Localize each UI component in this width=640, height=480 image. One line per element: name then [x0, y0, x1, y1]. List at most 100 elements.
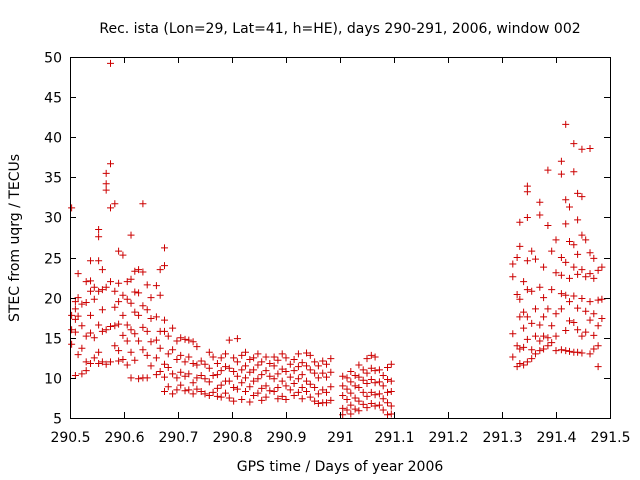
data-point: [238, 351, 246, 359]
data-point: [119, 331, 127, 339]
data-point: [294, 350, 302, 358]
data-point: [127, 348, 135, 356]
data-point: [115, 298, 123, 306]
data-point: [127, 326, 135, 334]
data-point: [536, 211, 544, 219]
data-point: [209, 371, 217, 379]
data-point: [131, 288, 139, 296]
data-point: [169, 390, 177, 398]
data-point: [520, 361, 528, 369]
data-point: [242, 388, 249, 396]
data-point: [222, 350, 230, 358]
data-point: [578, 193, 586, 201]
data-point: [531, 350, 539, 358]
data-point: [531, 255, 539, 263]
data-point: [111, 322, 119, 330]
data-point: [339, 392, 347, 400]
data-point: [74, 351, 82, 359]
data-point: [540, 313, 548, 321]
data-point: [139, 268, 147, 276]
data-point: [294, 363, 302, 371]
x-tick-label: 290.9: [266, 430, 306, 446]
data-point: [278, 350, 286, 358]
data-point: [544, 342, 552, 350]
data-point: [119, 311, 127, 319]
data-point: [323, 388, 330, 396]
data-point: [131, 356, 139, 364]
data-point: [379, 395, 387, 403]
data-point: [367, 364, 375, 372]
data-point: [102, 180, 110, 188]
data-point: [319, 369, 327, 377]
data-point: [314, 400, 322, 408]
data-point: [586, 316, 594, 324]
data-point: [562, 196, 570, 204]
y-axis-label: STEC from uqrg / TECUs: [7, 154, 23, 322]
data-point: [270, 362, 278, 370]
data-point: [544, 166, 552, 174]
data-point: [139, 323, 147, 331]
data-point: [111, 287, 119, 295]
data-point: [238, 396, 246, 404]
data-point: [552, 269, 560, 277]
data-point: [177, 334, 185, 342]
data-point: [509, 353, 517, 361]
data-point: [363, 404, 371, 412]
data-point: [225, 364, 233, 372]
data-point: [147, 338, 155, 346]
data-point: [143, 306, 151, 314]
data-point: [359, 366, 367, 374]
data-point: [548, 339, 556, 347]
data-point: [570, 140, 578, 148]
y-tick-label: 5: [53, 412, 62, 428]
data-point: [71, 371, 79, 379]
data-point: [98, 286, 106, 294]
data-point: [303, 362, 311, 370]
data-point: [531, 332, 539, 340]
data-point: [566, 317, 573, 325]
data-point: [95, 321, 103, 329]
data-point: [347, 401, 355, 409]
data-point: [225, 377, 233, 385]
data-point: [205, 364, 213, 372]
data-point: [82, 332, 90, 340]
data-point: [371, 379, 379, 387]
data-point: [258, 396, 266, 404]
data-point: [250, 392, 258, 400]
data-point: [552, 236, 560, 244]
data-point: [205, 348, 213, 356]
data-point: [246, 383, 254, 391]
data-point: [111, 342, 119, 350]
data-point: [523, 188, 531, 196]
data-point: [254, 361, 262, 369]
data-point: [233, 385, 241, 393]
data-point: [351, 405, 359, 413]
data-point: [282, 396, 290, 404]
data-point: [528, 355, 536, 363]
data-point: [222, 389, 230, 397]
data-point: [90, 334, 98, 342]
data-point: [363, 380, 371, 388]
data-point: [548, 247, 556, 255]
data-point: [566, 298, 573, 306]
data-point: [311, 384, 319, 392]
data-point: [355, 397, 363, 405]
data-point: [156, 266, 164, 274]
x-tick-label: 291.1: [374, 430, 414, 446]
data-point: [169, 370, 177, 378]
data-point: [562, 220, 570, 228]
data-point: [311, 369, 319, 377]
data-point: [578, 332, 586, 340]
data-point: [520, 278, 528, 286]
data-point: [270, 388, 278, 396]
data-point: [115, 347, 123, 355]
data-point: [164, 383, 172, 391]
data-point: [131, 267, 139, 275]
data-point: [147, 294, 155, 302]
data-point: [327, 396, 335, 404]
data-point: [578, 349, 586, 357]
data-point: [574, 348, 582, 356]
data-point: [355, 384, 363, 392]
data-point: [127, 231, 135, 239]
data-point: [298, 359, 306, 367]
